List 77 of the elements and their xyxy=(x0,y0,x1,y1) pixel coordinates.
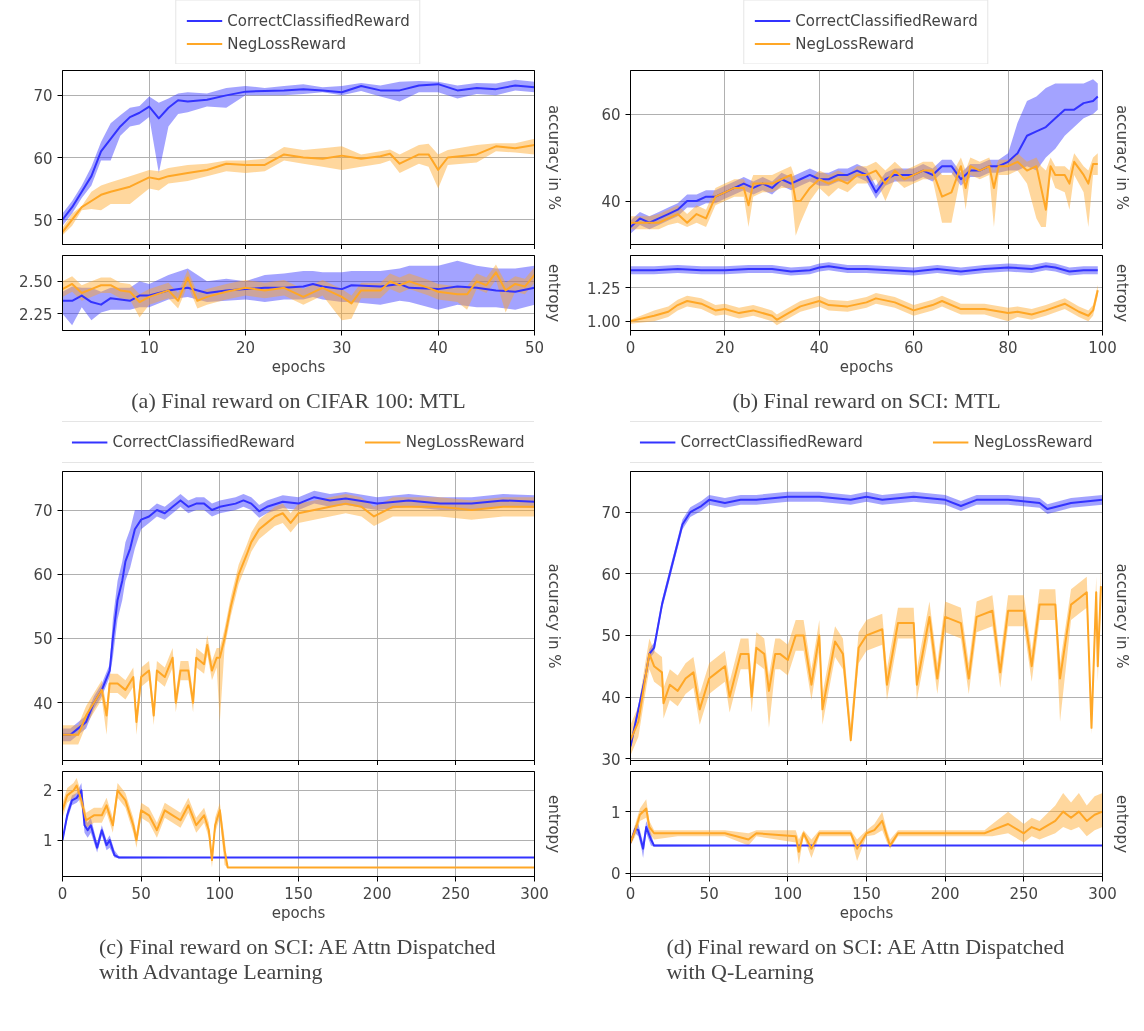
line-series xyxy=(630,160,1099,224)
x-tick-label: 150 xyxy=(284,884,313,903)
y-axis-title: accuracy in % xyxy=(1112,563,1131,669)
x-tick-label: 250 xyxy=(1009,884,1039,903)
x-tick-label: 30 xyxy=(332,338,352,357)
y-tick-label: 60 xyxy=(33,566,53,585)
x-tick-label: 50 xyxy=(524,338,545,357)
x-tick-label: 50 xyxy=(699,884,719,903)
legend-label: CorrectClassifiedReward xyxy=(795,11,978,30)
y-tick-label: 40 xyxy=(601,689,621,708)
y-axis-title: accuracy in % xyxy=(544,104,563,211)
y-tick-label: 1 xyxy=(610,803,621,822)
x-tick-label: 100 xyxy=(773,884,803,903)
y-tick-label: 0 xyxy=(610,865,621,884)
x-tick-label: 250 xyxy=(441,884,471,903)
x-tick-label: 300 xyxy=(1088,884,1117,903)
y-tick-label: 2 xyxy=(42,782,53,801)
line-series xyxy=(630,807,1103,853)
legend-label: CorrectClassifiedReward xyxy=(680,433,863,451)
x-tick-label: 10 xyxy=(139,338,159,357)
x-tick-label: 40 xyxy=(428,338,448,357)
legend-label: NegLossReward xyxy=(795,34,915,53)
x-tick-label: 0 xyxy=(57,884,68,903)
x-tick-label: 300 xyxy=(520,884,549,903)
x-tick-label: 150 xyxy=(852,884,881,903)
y-tick-label: 50 xyxy=(33,630,53,649)
x-tick-label: 80 xyxy=(998,338,1018,357)
legend-label: NegLossReward xyxy=(405,433,525,451)
y-tick-label: 70 xyxy=(601,504,621,523)
y-tick-label: 60 xyxy=(601,565,621,584)
line-series xyxy=(62,282,535,306)
y-tick-label: 50 xyxy=(33,211,53,230)
x-axis-title: epochs xyxy=(271,357,326,376)
text: (b) Final reward on SCI: MTL xyxy=(732,387,1001,413)
x-tick-label: 50 xyxy=(131,884,151,903)
x-tick-label: 100 xyxy=(205,884,235,903)
line-series xyxy=(630,585,1102,742)
y-tick-label: 30 xyxy=(601,750,621,769)
x-tick-label: 200 xyxy=(362,884,392,903)
y-axis-title: entropy xyxy=(544,263,563,323)
y-tick-label: 70 xyxy=(33,87,53,106)
y-tick-label: 1.00 xyxy=(587,313,621,332)
x-axis-title: epochs xyxy=(839,357,894,376)
y-tick-label: 2.50 xyxy=(19,273,53,292)
x-tick-label: 0 xyxy=(625,338,636,357)
y-tick-label: 1.25 xyxy=(587,279,621,298)
text: (a) Final reward on CIFAR 100: MTL xyxy=(131,387,466,413)
y-axis-title: accuracy in % xyxy=(544,563,563,669)
x-tick-label: 200 xyxy=(930,884,960,903)
y-tick-label: 1 xyxy=(42,832,53,851)
y-tick-label: 40 xyxy=(601,193,621,211)
x-tick-label: 40 xyxy=(809,338,829,357)
legend-label: CorrectClassifiedReward xyxy=(227,11,410,30)
x-tick-label: 0 xyxy=(625,884,636,903)
legend-label: CorrectClassifiedReward xyxy=(112,433,295,451)
legend-label: NegLossReward xyxy=(973,433,1093,451)
y-tick-label: 40 xyxy=(33,694,53,713)
x-tick-label: 60 xyxy=(904,338,924,357)
y-axis-title: accuracy in % xyxy=(1112,104,1131,211)
y-axis-title: entropy xyxy=(544,794,563,854)
y-tick-label: 60 xyxy=(33,149,53,168)
line-series xyxy=(62,271,535,305)
y-tick-label: 2.25 xyxy=(19,305,53,324)
y-axis-title: entropy xyxy=(1112,263,1131,323)
y-tick-label: 60 xyxy=(601,106,621,124)
y-axis-title: entropy xyxy=(1112,794,1131,854)
text: (c) Final reward on SCI: AE Attn Dispatched with Advantage Learning xyxy=(99,933,496,984)
x-tick-label: 20 xyxy=(715,338,735,357)
y-tick-label: 70 xyxy=(33,502,53,521)
x-tick-label: 20 xyxy=(235,338,256,357)
x-axis-title: epochs xyxy=(839,903,894,922)
x-axis-title: epochs xyxy=(271,903,326,922)
legend-label: NegLossReward xyxy=(227,34,347,53)
x-tick-label: 100 xyxy=(1088,338,1117,357)
y-tick-label: 50 xyxy=(601,627,621,646)
line-series xyxy=(630,826,1103,850)
text: (d) Final reward on SCI: AE Attn Dispatched with Q-Learning xyxy=(666,933,1065,984)
